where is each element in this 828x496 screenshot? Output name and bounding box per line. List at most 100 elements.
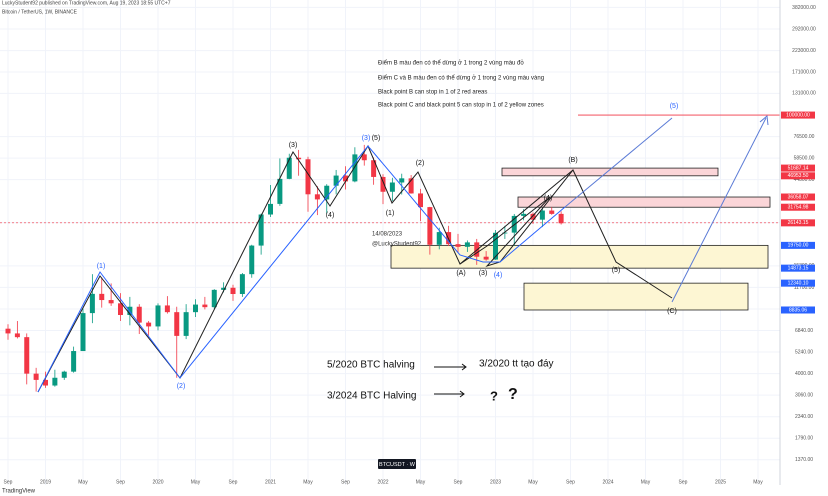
y-tick-label: 223000.00	[792, 48, 816, 54]
x-tick-label: Sep	[679, 479, 688, 485]
wave-label: (2)	[177, 383, 186, 390]
candle-body	[558, 213, 564, 224]
candle-body	[436, 232, 442, 245]
wave-label: (3)	[362, 135, 371, 142]
candle-body	[521, 213, 527, 216]
candle-body	[502, 232, 508, 234]
candle-body	[539, 210, 545, 220]
halving-note: 3/2024 BTC Halving	[327, 391, 417, 402]
x-tick-label: Sep	[229, 479, 238, 485]
badge-bg	[378, 459, 416, 469]
zone	[523, 282, 749, 311]
x-tick-label: 2022	[377, 479, 388, 485]
candle-body	[221, 287, 227, 290]
wave-label: (5)	[670, 103, 679, 110]
note: Điểm C và B màu đen có thể dừng ở 1 tron…	[378, 75, 544, 82]
candle-body	[89, 293, 95, 314]
price-tag-label: 46953.50	[788, 173, 809, 179]
x-tick-label: 2021	[265, 479, 276, 485]
candle-body	[324, 185, 330, 200]
candle-body	[249, 245, 255, 275]
candle-body	[136, 306, 142, 323]
price-tag-label: 51687.14	[788, 165, 809, 171]
candle-body	[230, 287, 236, 295]
price-tag-label: 26143.15	[788, 220, 809, 226]
wave-label: (A)	[456, 270, 465, 277]
question: ?	[490, 388, 498, 403]
candle-body	[371, 160, 377, 177]
note: Black point C and black point 5 can stop…	[378, 103, 544, 109]
candle-body	[268, 203, 273, 215]
candle-body	[530, 213, 536, 220]
price-tag	[781, 193, 815, 201]
wave-label: (4)	[494, 272, 503, 279]
candle-body	[361, 154, 367, 161]
brand: TradingView	[2, 489, 36, 495]
y-tick-label: 2340.00	[795, 414, 813, 420]
candle-body	[333, 175, 339, 186]
symbol: Bitcoin / TetherUS, 1W, BINANCE	[2, 9, 78, 15]
price-tag-label: 100000.00	[786, 112, 810, 118]
halving-note: 3/2020 tt tạo đáy	[479, 359, 554, 370]
wave-label: (3)	[479, 270, 488, 277]
note: Black point B can stop in 1 of 2 red are…	[378, 90, 487, 96]
y-tick-label: 6840.00	[795, 328, 813, 334]
wave-label: (4)	[326, 212, 335, 219]
price-tag	[781, 111, 815, 119]
y-tick-label: 4000.00	[795, 371, 813, 377]
candle-body	[464, 242, 470, 247]
price-tag-label: 31754.98	[788, 205, 809, 211]
candle-body	[286, 157, 292, 179]
candle-body	[183, 312, 189, 336]
price-tag	[781, 306, 815, 314]
x-tick-label: May	[528, 479, 538, 485]
candle-body	[99, 293, 105, 301]
x-tick-label: Sep	[116, 479, 125, 485]
candle-body	[164, 305, 170, 313]
x-tick-label: Sep	[341, 479, 350, 485]
wave-label: (2)	[416, 160, 425, 167]
candle-body	[52, 377, 58, 386]
candle-body	[455, 244, 461, 247]
candle-body	[80, 313, 86, 352]
wave-label: (1)	[97, 263, 106, 270]
zone	[390, 244, 769, 269]
candle-body	[146, 322, 152, 327]
x-tick-label: 2019	[40, 479, 51, 485]
candle-body	[14, 333, 20, 338]
candle-body	[108, 300, 114, 304]
candle-body	[277, 178, 283, 204]
candle-body	[33, 373, 39, 380]
wave-drawings	[37, 115, 769, 393]
wave-label: (3)	[289, 142, 298, 149]
candle-body	[399, 178, 405, 183]
price-tag-label: 36058.07	[788, 194, 809, 200]
candle-body	[483, 256, 489, 260]
y-tick-label: 11700.00	[794, 285, 815, 291]
candle-body	[380, 176, 386, 192]
price-tag	[781, 203, 815, 211]
candle-body	[343, 175, 348, 182]
y-tick-label: 131000.00	[792, 91, 816, 97]
price-tag	[781, 241, 815, 249]
x-tick-label: May	[416, 479, 426, 485]
candle-body	[549, 210, 555, 214]
x-tick-label: Sep	[4, 479, 13, 485]
x-tick-label: May	[303, 479, 313, 485]
candle-body	[389, 182, 395, 192]
x-tick-label: 2020	[152, 479, 163, 485]
candle-body	[118, 303, 123, 316]
price-tag-label: 14873.15	[788, 265, 809, 271]
y-tick-label: 5240.00	[795, 349, 813, 355]
candle-body	[493, 232, 498, 260]
candle-body	[258, 214, 264, 246]
candle-body	[43, 379, 48, 386]
candle-body	[314, 194, 320, 200]
x-tick-label: May	[753, 479, 763, 485]
y-tick-label: 76500.00	[794, 134, 815, 140]
candle-body	[202, 304, 208, 308]
candle-body	[418, 193, 423, 208]
y-tick-label: 1790.00	[795, 436, 813, 442]
wave-label: (C)	[667, 308, 677, 315]
price-tag	[781, 279, 815, 287]
